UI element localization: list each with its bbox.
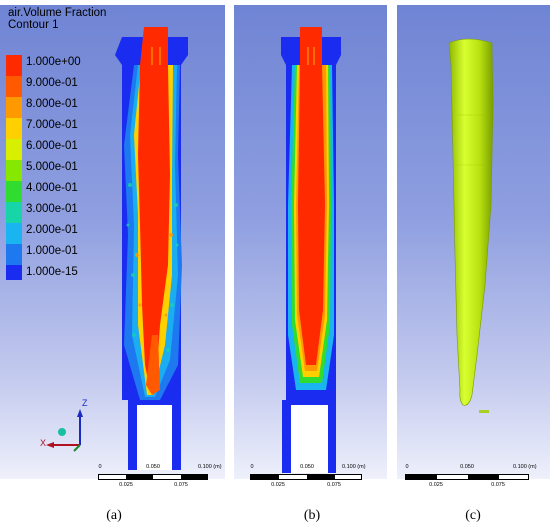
scale-b-label-0: 0 xyxy=(250,464,254,470)
air-core-isosurface xyxy=(448,38,494,413)
scale-c-label-3: 0.025 xyxy=(429,482,443,488)
legend-swatch xyxy=(6,181,22,202)
legend-title: air.Volume Fraction Contour 1 xyxy=(8,7,106,31)
legend-swatch xyxy=(6,202,22,223)
scale-c-label-0: 0 xyxy=(405,464,409,470)
contour-panel-instantaneous: air.Volume Fraction Contour 1 1.000e+00 9… xyxy=(0,5,225,479)
legend-level-label: 3.000e-01 xyxy=(26,203,78,215)
scale-bar-b: 0 0.050 0.100 (m) 0.025 0.075 xyxy=(250,462,370,492)
legend-subtitle-line: Contour 1 xyxy=(8,19,59,31)
scale-a-label-1: 0.050 xyxy=(146,464,160,470)
legend-level-label: 7.000e-01 xyxy=(26,119,78,131)
caption-c: (c) xyxy=(465,508,481,523)
legend-swatch xyxy=(6,160,22,181)
legend-level-label: 1.000e-15 xyxy=(26,266,78,278)
legend-swatch xyxy=(6,76,22,97)
scale-b-label-4: 0.075 xyxy=(327,482,341,488)
legend-level-label: 9.000e-01 xyxy=(26,77,78,89)
scale-bar-a: 0 0.050 0.100 (m) 0.025 0.075 xyxy=(98,462,222,492)
scale-a-label-0: 0 xyxy=(98,464,102,470)
legend-level-label: 8.000e-01 xyxy=(26,98,78,110)
axis-z-label: Z xyxy=(82,398,88,408)
scale-b-label-3: 0.025 xyxy=(271,482,285,488)
legend-swatch xyxy=(6,265,22,280)
caption-a: (a) xyxy=(106,508,122,523)
scale-a-label-3: 0.025 xyxy=(119,482,133,488)
scale-c-label-2: 0.100 (m) xyxy=(513,464,537,470)
legend-level-label: 5.000e-01 xyxy=(26,161,78,173)
legend-level-label: 4.000e-01 xyxy=(26,182,78,194)
legend-swatch xyxy=(6,55,22,76)
contour-panel-averaged xyxy=(234,5,387,479)
legend-level-label: 6.000e-01 xyxy=(26,140,78,152)
legend-swatch xyxy=(6,118,22,139)
scale-a-label-4: 0.075 xyxy=(174,482,188,488)
scale-c-label-1: 0.050 xyxy=(460,464,474,470)
legend-title-line: air.Volume Fraction xyxy=(8,7,107,19)
legend-swatch xyxy=(6,223,22,244)
scale-b-label-2: 0.100 (m) xyxy=(342,464,366,470)
caption-b: (b) xyxy=(303,508,321,523)
axis-x-label: X xyxy=(40,438,47,448)
scale-a-label-2: 0.100 (m) xyxy=(198,464,222,470)
column-contour-a xyxy=(46,27,188,470)
legend-color-bar xyxy=(6,55,22,280)
legend-level-label: 1.000e+00 xyxy=(26,56,81,68)
scale-b-label-1: 0.050 xyxy=(300,464,314,470)
isosurface-panel xyxy=(397,5,550,479)
scale-bar-c: 0 0.050 0.100 (m) 0.025 0.075 xyxy=(405,462,545,492)
legend-swatch xyxy=(6,244,22,265)
axis-triad xyxy=(46,409,83,452)
legend-swatch xyxy=(6,139,22,160)
column-contour-b xyxy=(281,27,341,473)
scale-c-label-4: 0.075 xyxy=(491,482,505,488)
legend-swatch xyxy=(6,97,22,118)
legend-level-label: 2.000e-01 xyxy=(26,224,78,236)
legend-level-label: 1.000e-01 xyxy=(26,245,78,257)
